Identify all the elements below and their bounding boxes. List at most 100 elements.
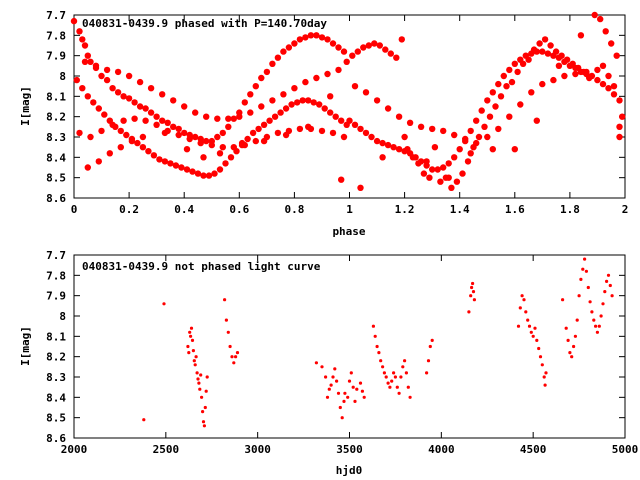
data-point xyxy=(277,109,284,116)
data-point xyxy=(357,184,364,191)
data-point xyxy=(473,117,480,124)
data-point xyxy=(203,405,207,410)
data-point xyxy=(195,371,199,375)
data-point xyxy=(528,89,535,96)
data-point xyxy=(73,76,81,84)
data-point xyxy=(92,62,100,69)
data-point xyxy=(568,351,572,355)
data-point xyxy=(235,351,240,355)
data-point xyxy=(569,60,576,67)
data-point xyxy=(471,281,475,286)
data-point xyxy=(542,375,546,379)
data-point xyxy=(260,121,268,128)
plot-frame xyxy=(73,254,626,439)
data-point xyxy=(241,99,248,106)
data-point xyxy=(175,125,182,133)
data-point xyxy=(79,36,86,43)
data-point xyxy=(484,97,491,104)
data-point xyxy=(608,40,615,47)
data-point xyxy=(420,170,428,177)
x-axis-label: phase xyxy=(332,225,365,238)
data-point xyxy=(610,294,614,298)
data-point xyxy=(216,150,224,157)
data-point xyxy=(343,58,350,65)
data-point xyxy=(583,257,587,261)
data-point xyxy=(459,170,466,177)
data-point xyxy=(316,101,323,108)
data-point xyxy=(336,391,341,395)
data-point xyxy=(266,117,273,124)
x-tick-label: 2500 xyxy=(153,443,180,456)
data-point xyxy=(320,365,324,369)
y-tick-label: 8.6 xyxy=(46,432,66,445)
data-point xyxy=(260,137,268,145)
data-point xyxy=(120,117,127,124)
data-point xyxy=(360,389,364,393)
data-point xyxy=(199,373,203,377)
data-point xyxy=(109,85,116,92)
data-point xyxy=(594,66,601,74)
data-point xyxy=(588,300,592,304)
data-point xyxy=(302,34,309,41)
data-point xyxy=(84,52,92,59)
data-point xyxy=(558,52,565,59)
data-point xyxy=(492,103,499,110)
data-point xyxy=(159,117,166,124)
data-point xyxy=(204,389,208,393)
data-point xyxy=(373,97,381,104)
data-point xyxy=(373,137,381,145)
data-point xyxy=(536,40,543,47)
data-point xyxy=(415,160,422,167)
data-point xyxy=(192,109,199,116)
data-point xyxy=(470,285,474,290)
data-point xyxy=(84,164,92,171)
data-point xyxy=(564,326,568,330)
data-point xyxy=(495,125,502,133)
data-point xyxy=(575,64,582,72)
data-point xyxy=(555,62,563,69)
data-point xyxy=(393,375,397,379)
data-point xyxy=(524,310,528,314)
data-point xyxy=(87,58,94,65)
data-point xyxy=(189,168,196,175)
data-point xyxy=(506,66,513,74)
data-point xyxy=(379,359,383,363)
data-point xyxy=(351,121,359,128)
data-point xyxy=(145,148,152,155)
data-point xyxy=(529,330,533,334)
data-point xyxy=(332,113,339,120)
y-tick-label: 8.1 xyxy=(46,330,66,343)
data-point xyxy=(538,355,543,359)
data-point xyxy=(162,302,166,306)
data-point xyxy=(351,83,359,90)
chart-title: 040831-0439.9 not phased light curve xyxy=(82,260,321,273)
x-tick-label: 1.8 xyxy=(560,203,580,216)
data-point xyxy=(577,294,581,298)
data-point xyxy=(390,144,397,151)
x-tick-label: 2 xyxy=(622,203,629,216)
data-point xyxy=(384,105,392,112)
y-tick-label: 7.8 xyxy=(46,269,66,282)
data-point xyxy=(599,62,607,69)
y-tick-label: 7.9 xyxy=(46,290,66,303)
data-point xyxy=(128,137,136,145)
data-point xyxy=(302,78,309,86)
data-point xyxy=(358,381,363,385)
data-point xyxy=(395,385,399,389)
data-point xyxy=(451,154,458,161)
data-point xyxy=(335,44,342,51)
data-point xyxy=(577,32,585,39)
data-point xyxy=(566,338,570,342)
data-point xyxy=(98,72,105,80)
data-point xyxy=(409,154,417,161)
phased-light-curve-panel: 0 0.2 0.4 0.6 0.8 1 1.2 1.4 1.6 1.8 2 7.7 7.8 7.9 8 8.1… xyxy=(19,9,628,238)
data-point xyxy=(563,56,571,63)
data-point xyxy=(197,139,204,147)
data-point xyxy=(511,60,518,67)
data-point xyxy=(335,379,339,383)
data-point xyxy=(575,318,579,322)
data-point xyxy=(605,279,609,283)
data-point xyxy=(84,93,92,100)
chart-title: 040831-0439.9 phased with P=140.70day xyxy=(82,17,327,30)
data-point xyxy=(570,355,574,359)
